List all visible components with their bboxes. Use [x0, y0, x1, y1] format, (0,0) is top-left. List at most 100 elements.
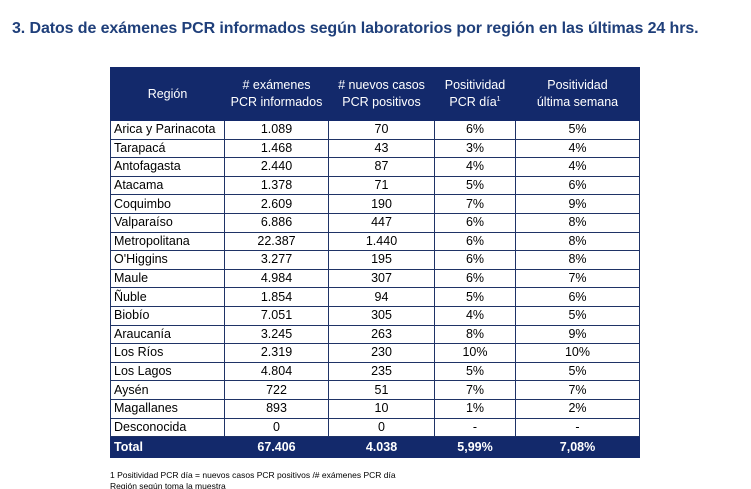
examenes-cell: 0 — [224, 417, 329, 438]
positividad-semana-cell: 9% — [515, 324, 640, 345]
footnote-marker: 1 — [496, 95, 501, 103]
examenes-cell: 1.089 — [224, 120, 329, 140]
table-row: Arica y Parinacota 1.089 70 6% 5% — [110, 120, 640, 140]
header-examenes-line1: # exámenes — [242, 78, 311, 92]
examenes-cell: 4.984 — [224, 268, 329, 289]
total-examenes: 67.406 — [224, 436, 329, 459]
region-cell: Magallanes — [110, 398, 225, 419]
examenes-cell: 2.319 — [224, 343, 329, 363]
header-pos-sem-line1: Positividad — [547, 78, 608, 92]
positividad-semana-cell: 7% — [515, 268, 640, 289]
header-region: Región — [110, 67, 225, 121]
casos-cell: 51 — [328, 380, 435, 400]
header-positividad-dia: Positividad PCR día1 — [434, 67, 516, 121]
table-total: Total 67.406 4.038 5,99% 7,08% — [110, 436, 640, 459]
examenes-cell: 1.378 — [224, 175, 329, 196]
table-row: Araucanía 3.245 263 8% 9% — [110, 324, 640, 345]
total-row: Total 67.406 4.038 5,99% 7,08% — [110, 436, 640, 459]
header-examenes-line2: PCR informados — [230, 95, 323, 109]
region-cell: Los Ríos — [110, 343, 225, 363]
footnote-region: Región según toma la muestra — [110, 481, 226, 489]
positividad-dia-cell: 5% — [434, 287, 516, 307]
table-row: O'Higgins 3.277 195 6% 8% — [110, 250, 640, 270]
examenes-cell: 1.854 — [224, 287, 329, 307]
positividad-semana-cell: 10% — [515, 343, 640, 363]
casos-cell: 307 — [328, 268, 435, 289]
positividad-dia-cell: 1% — [434, 398, 516, 419]
examenes-cell: 2.609 — [224, 194, 329, 214]
table-row: Los Ríos 2.319 230 10% 10% — [110, 343, 640, 363]
examenes-cell: 4.804 — [224, 361, 329, 382]
total-positividad-dia: 5,99% — [434, 436, 516, 459]
positividad-dia-cell: 10% — [434, 343, 516, 363]
positividad-dia-cell: 7% — [434, 194, 516, 214]
examenes-cell: 22.387 — [224, 231, 329, 252]
header-casos-line2: PCR positivos — [342, 95, 421, 109]
positividad-dia-cell: - — [434, 417, 516, 438]
header-casos: # nuevos casos PCR positivos — [328, 67, 435, 121]
table-row: Maule 4.984 307 6% 7% — [110, 268, 640, 289]
positividad-dia-cell: 4% — [434, 157, 516, 177]
total-casos: 4.038 — [328, 436, 435, 459]
table-body: Arica y Parinacota 1.089 70 6% 5% Tarapacá 1.4… — [110, 120, 640, 438]
region-cell: Valparaíso — [110, 212, 225, 233]
table-row: Biobío 7.051 305 4% 5% — [110, 305, 640, 326]
table-row: Valparaíso 6.886 447 6% 8% — [110, 212, 640, 233]
table-row: Desconocida 0 0- - — [110, 417, 640, 438]
positividad-semana-cell: 8% — [515, 250, 640, 270]
casos-cell: 305 — [328, 305, 435, 326]
region-cell: Aysén — [110, 380, 225, 400]
examenes-cell: 3.277 — [224, 250, 329, 270]
casos-cell: 230 — [328, 343, 435, 363]
casos-cell: 1.440 — [328, 231, 435, 252]
positividad-dia-cell: 4% — [434, 305, 516, 326]
positividad-semana-cell: - — [515, 417, 640, 438]
region-cell: Ñuble — [110, 287, 225, 307]
positividad-semana-cell: 5% — [515, 305, 640, 326]
table-row: Ñuble 1.854 94 5% 6% — [110, 287, 640, 307]
total-positividad-semana: 7,08% — [515, 436, 640, 459]
casos-cell: 43 — [328, 138, 435, 159]
region-cell: Desconocida — [110, 417, 225, 438]
casos-cell: 10 — [328, 398, 435, 419]
examenes-cell: 722 — [224, 380, 329, 400]
casos-cell: 190 — [328, 194, 435, 214]
table-row: Tarapacá 1.468 43 3% 4% — [110, 138, 640, 159]
examenes-cell: 893 — [224, 398, 329, 419]
table-row: Coquimbo 2.609 190 7% 9% — [110, 194, 640, 214]
positividad-dia-cell: 6% — [434, 120, 516, 140]
examenes-cell: 3.245 — [224, 324, 329, 345]
casos-cell: 263 — [328, 324, 435, 345]
casos-cell: 235 — [328, 361, 435, 382]
positividad-dia-cell: 6% — [434, 212, 516, 233]
positividad-semana-cell: 8% — [515, 231, 640, 252]
examenes-cell: 6.886 — [224, 212, 329, 233]
positividad-semana-cell: 7% — [515, 380, 640, 400]
region-cell: Antofagasta — [110, 157, 225, 177]
region-cell: Metropolitana — [110, 231, 225, 252]
positividad-dia-cell: 6% — [434, 231, 516, 252]
footnote-positividad: 1 Positividad PCR día = nuevos casos PCR… — [110, 470, 396, 480]
table-row: Metropolitana 22.387 1.440 6% 8% — [110, 231, 640, 252]
casos-cell: 71 — [328, 175, 435, 196]
table-header: Región # exámenes PCR informados # nuevo… — [110, 67, 640, 121]
region-cell: O'Higgins — [110, 250, 225, 270]
section-heading: 3. Datos de exámenes PCR informados segú… — [12, 20, 699, 37]
header-pos-sem-line2: última semana — [536, 95, 619, 109]
header-pos-dia-line2: PCR día — [449, 95, 497, 109]
positividad-semana-cell: 6% — [515, 287, 640, 307]
casos-cell: 70 — [328, 120, 435, 140]
positividad-dia-cell: 5% — [434, 175, 516, 196]
header-examenes: # exámenes PCR informados — [224, 67, 329, 121]
casos-cell: 447 — [328, 212, 435, 233]
positividad-dia-cell: 6% — [434, 268, 516, 289]
header-pos-dia-line1: Positividad — [444, 78, 506, 92]
region-cell: Atacama — [110, 175, 225, 196]
casos-cell: 94 — [328, 287, 435, 307]
positividad-semana-cell: 6% — [515, 175, 640, 196]
positividad-semana-cell: 5% — [515, 120, 640, 140]
positividad-semana-cell: 4% — [515, 157, 640, 177]
table-row: Magallanes 893 10 1% 2% — [110, 398, 640, 419]
positividad-semana-cell: 9% — [515, 194, 640, 214]
